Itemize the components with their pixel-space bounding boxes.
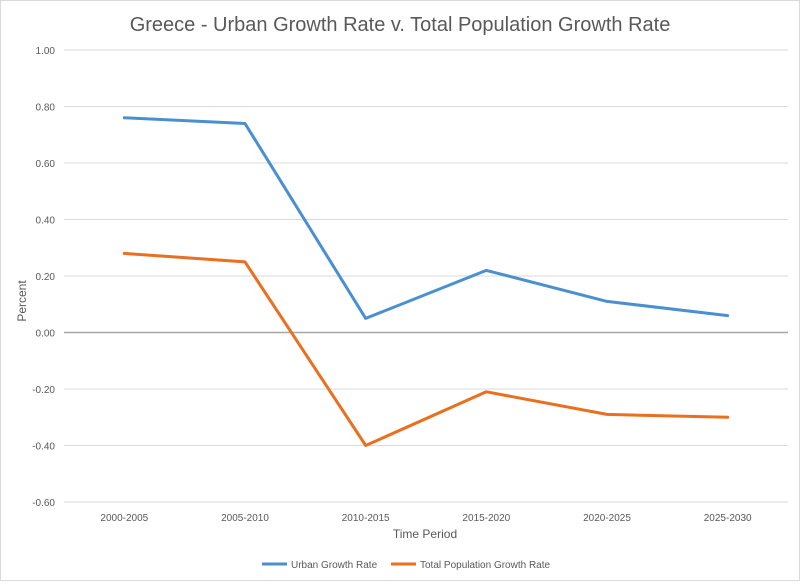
x-tick-label: 2025-2030	[704, 513, 752, 524]
x-tick-label: 2020-2025	[583, 513, 631, 524]
series-line-total-population-growth-rate	[122, 251, 730, 447]
y-tick-label: -0.60	[32, 498, 55, 509]
y-tick-label: 0.80	[36, 103, 56, 114]
x-tick-label: 2005-2010	[221, 513, 269, 524]
legend-label: Urban Growth Rate	[291, 560, 378, 571]
x-axis-title: Time Period	[393, 527, 457, 541]
x-tick-label: 2015-2020	[462, 513, 510, 524]
y-tick-label: -0.20	[32, 385, 55, 396]
x-axis-ticks: 2000-2005 2005-2010 2010-2015 2015-2020 2020…	[100, 513, 752, 524]
y-tick-label: 0.20	[36, 272, 56, 283]
legend: Urban Growth Rate Total Population Growth…	[262, 560, 551, 571]
legend-label: Total Population Growth Rate	[420, 560, 551, 571]
y-tick-label: 1.00	[36, 46, 56, 57]
x-tick-label: 2000-2005	[100, 513, 148, 524]
y-axis-ticks: 1.00 0.80 0.60 0.40 0.20 0.00 -0.20 -0.40 -0.60	[32, 46, 55, 509]
series-lines	[122, 116, 730, 447]
y-tick-label: 0.00	[36, 329, 56, 340]
y-tick-label: 0.40	[36, 216, 56, 227]
y-tick-label: 0.60	[36, 159, 56, 170]
series-line-urban-growth-rate	[122, 116, 730, 320]
x-tick-label: 2010-2015	[342, 513, 390, 524]
grid-lines	[64, 49, 788, 503]
chart-title: Greece - Urban Growth Rate v. Total Popu…	[130, 14, 671, 36]
y-axis-title: Percent	[15, 280, 29, 322]
y-tick-label: -0.40	[32, 442, 55, 453]
